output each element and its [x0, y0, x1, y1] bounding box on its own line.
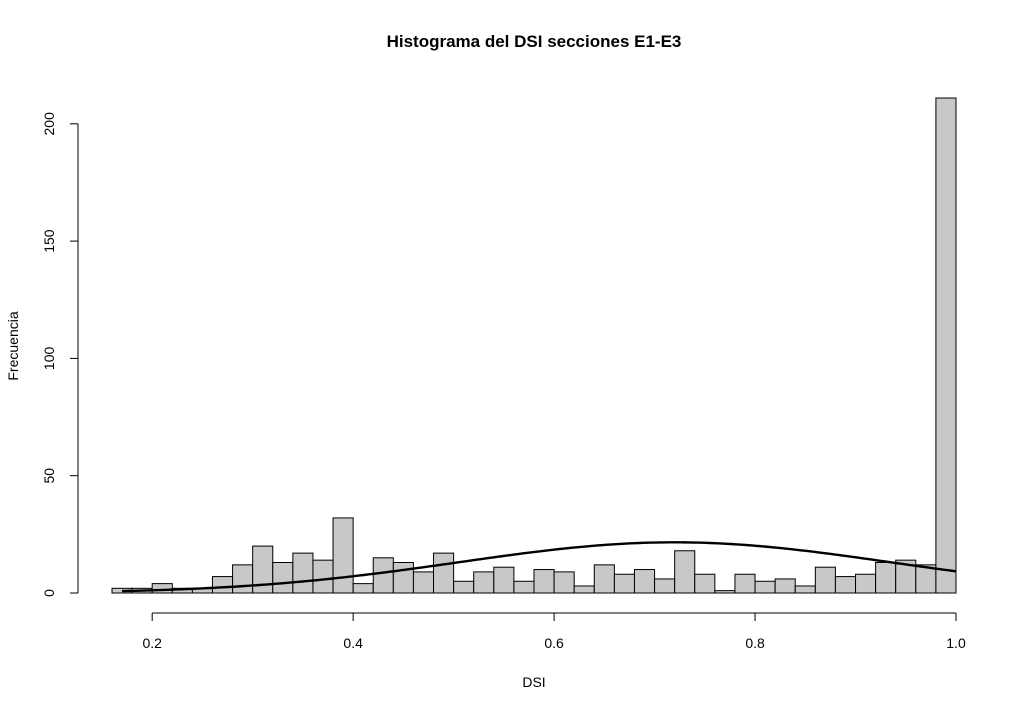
histogram-bar [573, 585, 595, 594]
x-tick-label: 0.4 [343, 635, 363, 651]
density-curve [122, 541, 957, 593]
histogram-bar [734, 573, 756, 594]
histogram-bar [453, 580, 475, 594]
histogram-bar [654, 578, 676, 594]
histogram-bar [473, 571, 495, 594]
histogram-bar [633, 569, 656, 594]
histogram-bar [292, 552, 314, 594]
histogram-bar [232, 564, 254, 594]
histogram-bar [493, 566, 515, 594]
y-tick-label: 50 [41, 468, 57, 484]
histogram-bar [794, 585, 816, 594]
histogram-bar [814, 566, 836, 594]
chart-title: Histograma del DSI secciones E1-E3 [387, 32, 682, 51]
y-tick-label: 150 [41, 229, 57, 253]
x-tick-label: 0.8 [745, 635, 765, 651]
histogram-bar [332, 517, 354, 594]
axes: 0.2 0.4 0.6 0.8 1.0 0 50 100 150 200 [41, 112, 966, 651]
histogram-bar [151, 583, 173, 594]
histogram-bar [553, 571, 575, 594]
y-tick-label: 200 [41, 112, 57, 136]
histogram-bar [211, 576, 234, 594]
histogram-bar [774, 578, 796, 594]
histogram-bar [855, 573, 877, 594]
histogram-bar [513, 580, 535, 594]
histogram-bar [834, 576, 857, 594]
histogram-bar [875, 562, 897, 594]
histogram-bar [674, 550, 696, 594]
x-tick-label: 1.0 [946, 635, 966, 651]
histogram-bar [412, 571, 435, 594]
x-tick-label: 0.2 [142, 635, 162, 651]
histogram-bar [935, 97, 957, 594]
histogram-bar [392, 562, 414, 594]
histogram-bar [593, 564, 615, 594]
y-tick-label: 0 [41, 589, 57, 597]
histogram-bar [272, 562, 294, 594]
histogram-bar [754, 580, 776, 594]
histogram-bars [111, 97, 957, 594]
y-axis-label: Frecuencia [5, 311, 21, 380]
x-axis-label: DSI [522, 674, 545, 690]
histogram-bar [312, 559, 334, 594]
histogram-bar [613, 573, 635, 594]
y-tick-label: 100 [41, 347, 57, 371]
histogram-bar [352, 583, 374, 594]
histogram-bar [372, 557, 394, 594]
histogram-bar [433, 552, 455, 594]
histogram-bar [533, 569, 555, 594]
histogram-bar [694, 573, 716, 594]
histogram-bar [714, 590, 736, 594]
x-tick-label: 0.6 [544, 635, 564, 651]
